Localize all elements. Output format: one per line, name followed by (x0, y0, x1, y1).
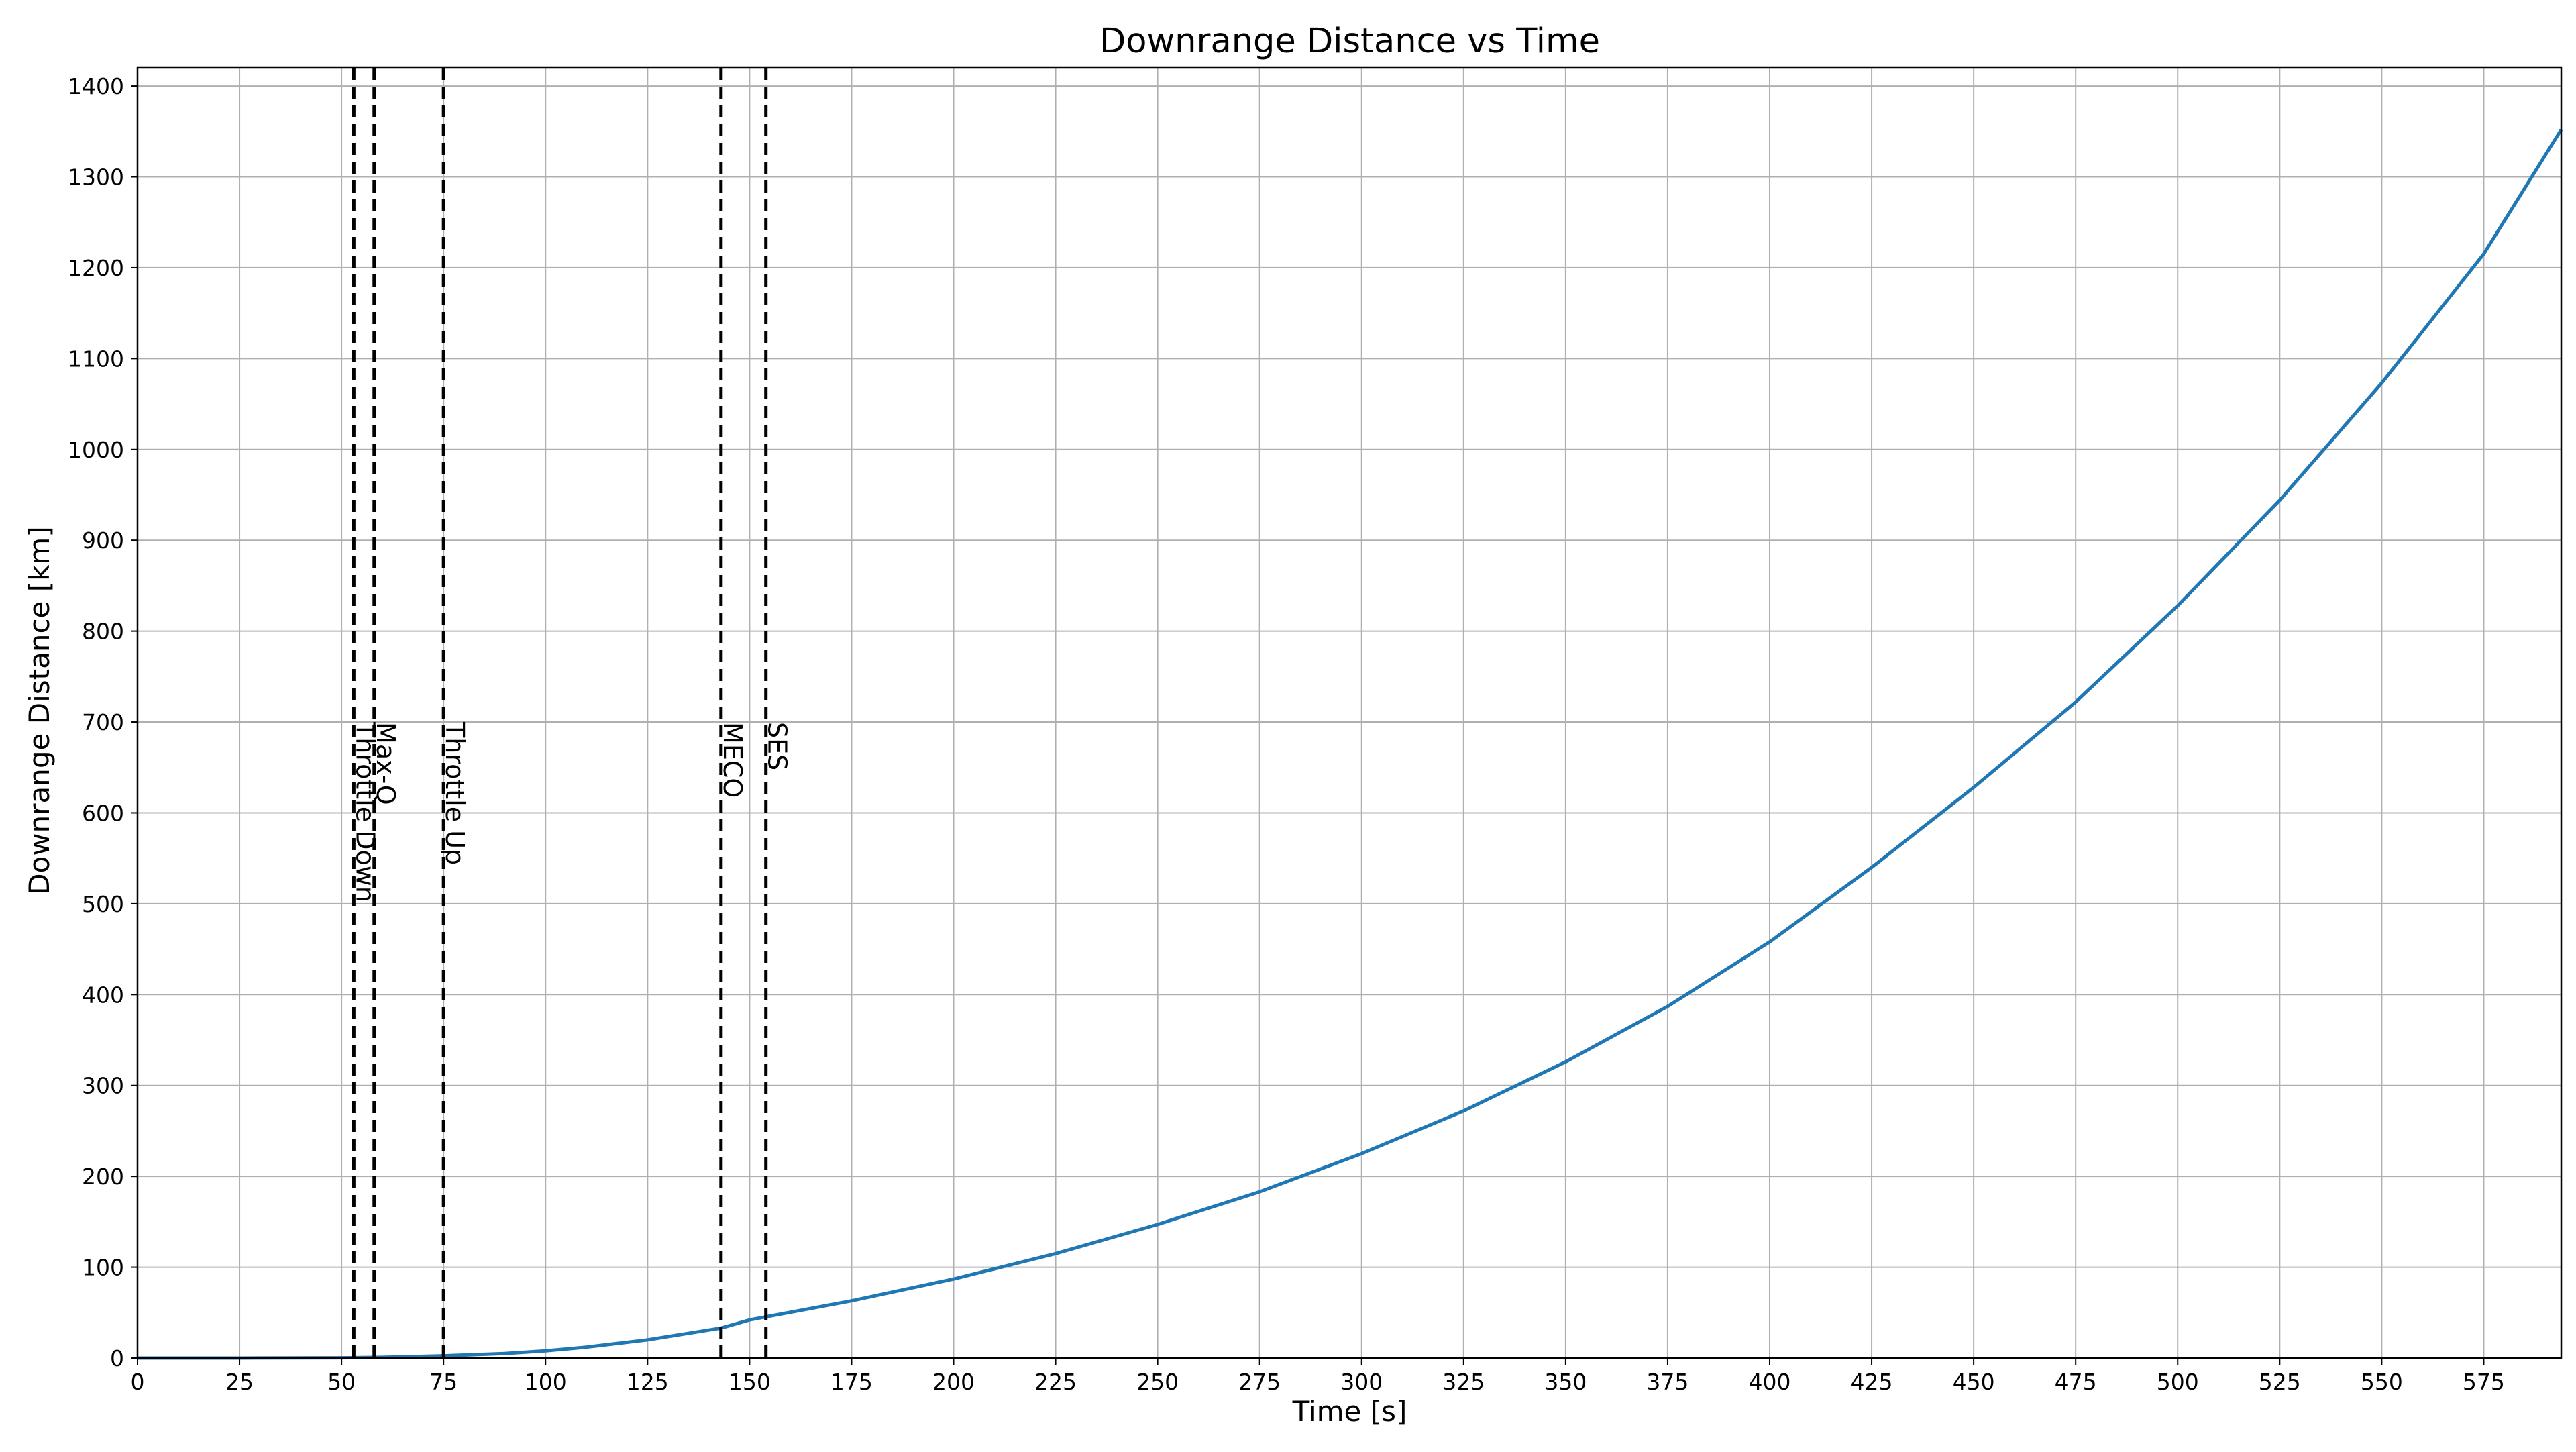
x-tick-label: 75 (429, 1369, 458, 1395)
x-tick-label: 450 (1953, 1369, 1995, 1395)
x-tick-label: 200 (932, 1369, 975, 1395)
grid-layer (137, 68, 2561, 1359)
x-tick-label: 25 (225, 1369, 254, 1395)
y-tick-label: 1200 (68, 255, 124, 281)
series-line (138, 128, 2563, 1360)
x-tick-label: 350 (1544, 1369, 1587, 1395)
x-tick-label: 425 (1851, 1369, 1893, 1395)
event-label: Throttle Up (440, 721, 470, 865)
x-axis-label: Time [s] (1292, 1395, 1407, 1428)
x-tick-label: 475 (2055, 1369, 2097, 1395)
y-tick-label: 600 (82, 800, 124, 826)
plot-frame (136, 66, 2563, 1359)
x-tick-label: 325 (1442, 1369, 1485, 1395)
x-tick-label: 500 (2157, 1369, 2199, 1395)
y-tick-label: 1100 (68, 346, 124, 372)
y-tick-label: 900 (82, 527, 124, 554)
series-layer (138, 128, 2563, 1360)
axes-layer (136, 66, 2563, 1359)
y-tick-label: 400 (82, 982, 124, 1008)
event-label: Max-Q (371, 722, 400, 805)
y-tick-label: 500 (82, 891, 124, 917)
x-tick-label: 525 (2259, 1369, 2301, 1395)
x-tick-label: 400 (1748, 1369, 1790, 1395)
x-tick-label: 150 (729, 1369, 771, 1395)
y-tick-label: 100 (82, 1255, 124, 1281)
y-tick-label: 700 (82, 709, 124, 735)
x-tick-label: 575 (2463, 1369, 2505, 1395)
event-label: SES (763, 722, 792, 770)
x-tick-label: 250 (1136, 1369, 1179, 1395)
x-tick-label: 50 (327, 1369, 356, 1395)
y-axis-label: Downrange Distance [km] (23, 526, 56, 895)
chart-title: Downrange Distance vs Time (1099, 21, 1600, 61)
x-tick-label: 300 (1340, 1369, 1383, 1395)
y-tick-label: 1400 (68, 73, 124, 99)
tick-layer: 0 25 50 75 100 125 150 175 200 225 250 275 300 325 350… (68, 73, 2505, 1395)
x-tick-label: 225 (1034, 1369, 1077, 1395)
y-tick-label: 0 (110, 1345, 124, 1371)
x-tick-label: 375 (1646, 1369, 1688, 1395)
y-tick-label: 200 (82, 1163, 124, 1190)
y-tick-label: 300 (82, 1073, 124, 1099)
x-tick-label: 100 (525, 1369, 567, 1395)
x-tick-label: 275 (1238, 1369, 1281, 1395)
y-tick-label: 1000 (68, 437, 124, 463)
y-tick-label: 1300 (68, 164, 124, 191)
x-tick-label: 175 (830, 1369, 873, 1395)
x-tick-label: 0 (131, 1369, 145, 1395)
event-label: MECO (718, 722, 747, 798)
x-tick-label: 550 (2361, 1369, 2403, 1395)
x-tick-label: 125 (627, 1369, 669, 1395)
y-tick-label: 800 (82, 619, 124, 645)
